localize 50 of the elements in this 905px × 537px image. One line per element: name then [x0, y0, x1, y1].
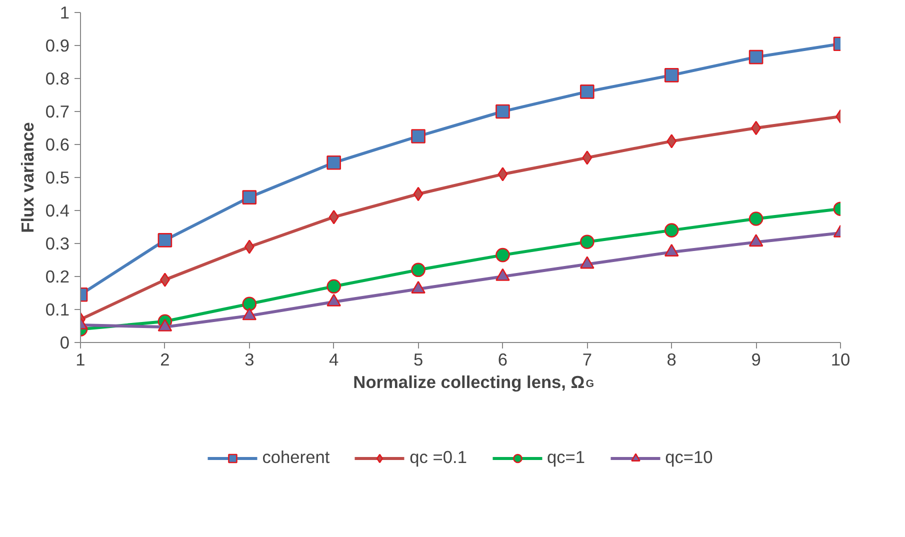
x-tick-label: 8 — [666, 350, 676, 370]
point — [242, 296, 257, 312]
x-tick-label: 7 — [582, 350, 592, 370]
y-tick-label: 1 — [60, 2, 70, 22]
legend-label: qc =0.1 — [410, 447, 467, 468]
point — [496, 248, 510, 262]
point — [748, 50, 764, 64]
y-tick-label: 0.4 — [45, 200, 70, 220]
point — [664, 68, 679, 82]
x-tick-label: 5 — [413, 350, 424, 370]
point — [582, 150, 592, 165]
y-tick-label: 0.6 — [45, 134, 70, 154]
point — [580, 84, 594, 99]
x-tick-label: 9 — [751, 350, 761, 370]
y-tick-label: 0.8 — [45, 68, 70, 88]
point — [413, 186, 424, 202]
point — [664, 223, 679, 238]
point — [326, 279, 341, 294]
x-tick-label: 10 — [830, 350, 850, 370]
x-tick-label: 6 — [498, 350, 508, 370]
point — [242, 190, 257, 204]
point — [411, 129, 426, 144]
point — [498, 167, 508, 182]
y-tick-label: 0.9 — [45, 36, 70, 56]
point — [748, 212, 764, 226]
y-tick-label: 0.3 — [45, 234, 70, 254]
point — [411, 262, 426, 278]
point — [496, 104, 510, 119]
y-tick-label: 0.2 — [45, 266, 70, 286]
y-tick-label: 0.1 — [45, 300, 70, 320]
y-tick-label: 0 — [60, 332, 70, 352]
x-tick-label: 1 — [76, 350, 86, 370]
x-tick-label: 4 — [329, 350, 340, 370]
point — [580, 234, 594, 249]
legend-label: qc=1 — [547, 447, 586, 468]
y-axis-title: Flux variance — [17, 122, 38, 233]
y-tick-label: 0.7 — [45, 102, 70, 122]
point — [158, 233, 172, 248]
legend-label: qc=10 — [665, 447, 713, 468]
point — [160, 272, 170, 287]
point — [326, 156, 341, 170]
legend-label: coherent — [262, 447, 330, 468]
point — [751, 120, 762, 136]
x-tick-label: 3 — [244, 350, 254, 370]
point — [244, 240, 254, 254]
y-tick-label: 0.5 — [45, 168, 70, 188]
x-tick-label: 2 — [160, 350, 170, 370]
x-axis-title: Normalize collecting lens, ΩG — [353, 372, 594, 392]
point — [328, 210, 339, 224]
point — [666, 134, 677, 148]
